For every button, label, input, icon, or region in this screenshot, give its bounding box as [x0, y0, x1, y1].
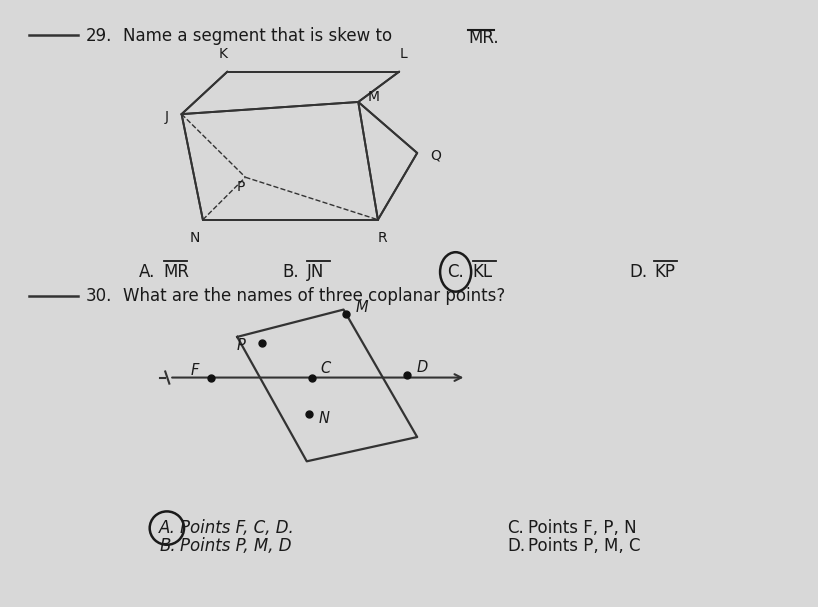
Text: MR: MR [164, 263, 190, 281]
Text: What are the names of three coplanar points?: What are the names of three coplanar poi… [123, 287, 505, 305]
Text: 29.: 29. [86, 27, 112, 46]
Text: L: L [399, 47, 407, 61]
Text: P: P [237, 180, 245, 194]
Text: N: N [190, 231, 200, 245]
Text: C.: C. [447, 263, 464, 281]
Text: F: F [191, 363, 199, 378]
Text: A.: A. [139, 263, 155, 281]
Text: Name a segment that is skew to: Name a segment that is skew to [123, 27, 392, 46]
Text: KL: KL [473, 263, 493, 281]
Text: A.: A. [159, 519, 175, 537]
Text: C: C [321, 361, 331, 376]
Text: Q: Q [430, 149, 441, 163]
Text: D.: D. [507, 537, 525, 555]
Text: N: N [319, 412, 330, 426]
Text: J: J [165, 110, 169, 124]
Text: P: P [237, 339, 245, 353]
Text: KP: KP [654, 263, 676, 281]
Text: R: R [377, 231, 387, 245]
Text: 30.: 30. [86, 287, 112, 305]
Text: C.: C. [507, 519, 524, 537]
Text: B.: B. [282, 263, 299, 281]
Text: Points P, M, D: Points P, M, D [180, 537, 291, 555]
Text: Points P, M, C: Points P, M, C [528, 537, 640, 555]
Text: JN: JN [307, 263, 324, 281]
Text: Points F, P, N: Points F, P, N [528, 519, 636, 537]
Text: D.: D. [630, 263, 648, 281]
Text: D: D [416, 361, 428, 375]
Text: B.: B. [160, 537, 176, 555]
Text: K: K [218, 47, 228, 61]
Text: M: M [356, 300, 368, 314]
Text: Points F, C, D.: Points F, C, D. [180, 519, 294, 537]
Text: M: M [368, 90, 380, 104]
Text: MR.: MR. [468, 29, 498, 47]
